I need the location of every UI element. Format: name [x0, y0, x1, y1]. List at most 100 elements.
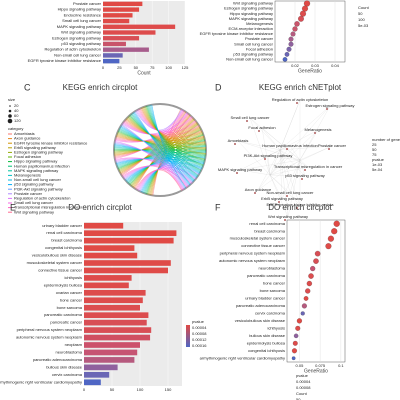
x-tick-label: 100 — [137, 387, 144, 392]
edge — [299, 159, 306, 177]
node-label: Regulation of actin cytoskeleton — [272, 97, 328, 102]
bar — [103, 18, 130, 24]
y-tick-label: Small cell lung cancer — [62, 18, 102, 23]
legend-label: 100 — [358, 17, 365, 22]
chord — [149, 105, 195, 181]
legend-label: Regulation of actin cytoskeleton — [14, 195, 70, 200]
y-tick-label: Focal adhesion — [246, 46, 273, 51]
edge — [279, 149, 301, 206]
y-tick-label: pancreatic adenocarcinoma — [236, 303, 286, 308]
bar — [84, 222, 124, 229]
dot — [301, 5, 309, 12]
y-tick-label: Non-small cell lung cancer — [226, 57, 274, 62]
edge — [279, 149, 306, 177]
bar — [84, 260, 171, 266]
panel-label: E — [10, 202, 16, 212]
bar — [84, 312, 149, 319]
dot — [291, 348, 297, 354]
bar — [103, 36, 140, 41]
node — [284, 219, 286, 221]
legend-label: p53 signaling pathway — [14, 182, 54, 187]
edge — [239, 159, 301, 171]
edge — [269, 166, 309, 176]
dot — [286, 46, 292, 52]
chord — [145, 106, 206, 160]
dot — [305, 288, 311, 294]
legend-dot — [9, 105, 11, 107]
legend-label: Transcriptional misregulation in cancer — [14, 205, 83, 210]
chord — [120, 125, 190, 186]
legend-label: 50 — [296, 397, 301, 400]
x-tick-label: 0.05 — [296, 363, 305, 368]
legend-title: category — [8, 126, 23, 131]
chord — [114, 143, 194, 183]
edge — [261, 127, 281, 151]
y-tick-label: vesiculobullous skin disease — [32, 253, 83, 258]
chord — [121, 110, 185, 176]
y-tick-label: ichthyosis — [267, 325, 285, 330]
dot — [282, 57, 288, 62]
y-tick-label: ECM-receptor interaction — [229, 26, 273, 31]
x-tick-label: 50 — [110, 387, 115, 392]
bar — [84, 364, 118, 371]
legend-label: MAPK signaling pathway — [14, 168, 58, 173]
node — [234, 143, 236, 145]
chord — [114, 144, 198, 178]
legend-label: 75 — [372, 152, 377, 157]
legend-label: 0.00004 — [192, 325, 207, 330]
dot — [303, 296, 309, 301]
edge — [279, 149, 289, 218]
y-tick-label: cervix carcinoma — [255, 310, 286, 315]
legend-label: Axon guidance — [14, 136, 41, 141]
chord — [135, 169, 182, 191]
legend-label: 1e-03 — [372, 162, 383, 167]
chord — [151, 104, 187, 189]
bar — [84, 371, 110, 378]
chord — [148, 105, 199, 176]
chord — [143, 106, 206, 148]
chord — [124, 163, 200, 181]
y-tick-label: musculoskeletal system cancer — [27, 260, 83, 265]
dot — [292, 26, 298, 32]
edge — [239, 169, 271, 176]
legend-label: Human papillomavirus infection — [14, 163, 70, 168]
y-tick-label: peripheral nervous system neoplasm — [17, 327, 83, 332]
bar — [84, 289, 146, 296]
edge — [299, 145, 333, 161]
legend-label: 0.00012 — [192, 337, 207, 342]
edge — [279, 145, 333, 151]
legend-label: 25 — [372, 142, 377, 147]
chord — [131, 113, 199, 177]
legend-label: pvalue — [372, 157, 385, 162]
node — [246, 120, 248, 122]
chord — [115, 158, 193, 183]
y-tick-label: cervix carcinoma — [52, 372, 83, 377]
edge — [239, 149, 281, 171]
panel-label: C — [24, 82, 31, 92]
node-label: Small cell lung cancer — [231, 115, 271, 120]
node-label: Wnt signaling pathway — [268, 214, 308, 219]
y-tick-label: congenital ichthyosis — [248, 348, 285, 353]
node-label: ErbB signaling pathway — [261, 196, 303, 201]
dot — [284, 52, 290, 57]
x-tick-label: 0.075 — [315, 363, 326, 368]
bar — [103, 41, 126, 47]
chord — [114, 142, 189, 187]
legend-label: 5e-04 — [372, 167, 383, 172]
bar — [84, 349, 138, 356]
y-tick-label: MAPK signaling pathway — [229, 16, 273, 21]
panel-title: DO enrich circplot — [68, 203, 132, 212]
dot — [301, 303, 307, 309]
x-tick-label: 125 — [182, 65, 189, 70]
chord — [114, 145, 201, 173]
edge — [267, 155, 271, 176]
y-tick-label: Prostate cancer — [245, 36, 274, 41]
x-axis-label: GeneRatio — [304, 368, 328, 374]
bar — [84, 319, 147, 326]
legend-label: Small cell lung cancer — [14, 200, 54, 205]
chord — [114, 127, 201, 155]
y-tick-label: epidermolysis bullosa — [44, 282, 83, 287]
chord — [140, 108, 202, 138]
chord — [114, 146, 203, 168]
node-label: Human papillomavirus infection — [262, 143, 318, 148]
